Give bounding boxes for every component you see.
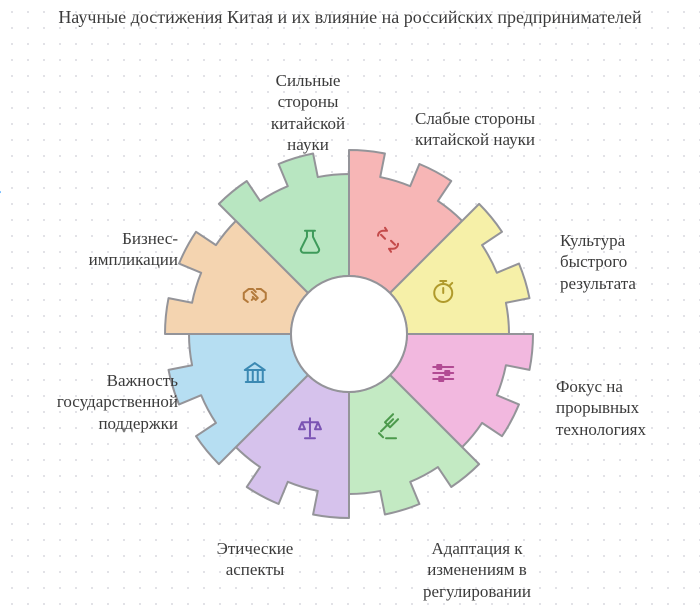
sliders-icon [433,365,453,381]
segment-label-7: Бизнес- импликации [48,228,178,271]
segment-label-6: Важность государственной поддержки [8,370,178,434]
gear-hub [291,276,407,392]
segment-label-3: Фокус на прорывных технологиях [556,376,696,440]
segment-label-1: Слабые стороны китайской науки [390,108,560,151]
segment-label-0: Сильные стороны китайской науки [248,70,368,155]
segment-label-4: Адаптация к изменениям в регулировании [392,538,562,602]
segment-label-2: Культура быстрого результата [560,230,690,294]
segment-label-5: Этические аспекты [190,538,320,581]
